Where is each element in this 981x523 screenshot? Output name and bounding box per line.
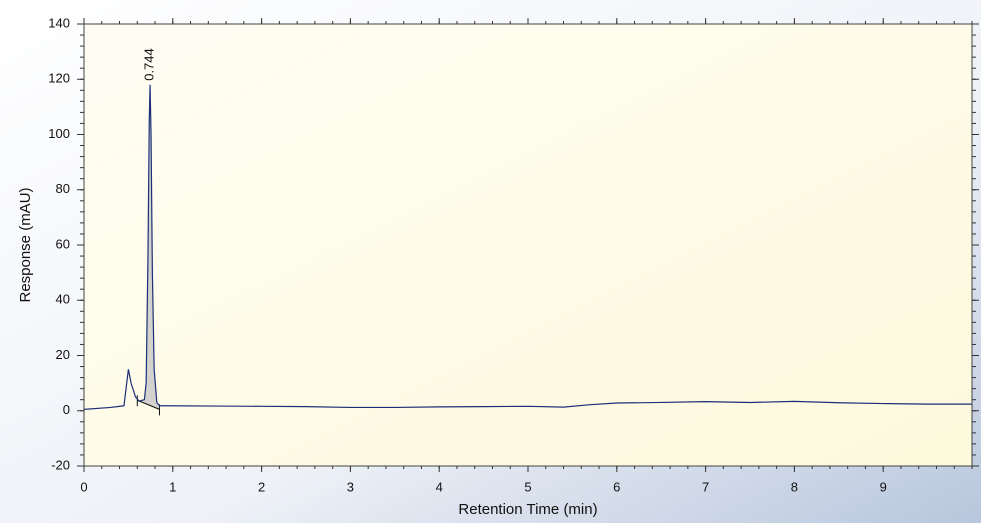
- y-tick-label: 140: [48, 15, 70, 30]
- x-tick-label: 0: [80, 479, 87, 494]
- y-tick-label: 40: [56, 292, 70, 307]
- y-tick-label: 0: [63, 402, 70, 417]
- x-tick-label: 4: [436, 479, 443, 494]
- x-tick-label: 7: [702, 479, 709, 494]
- x-axis-label: Retention Time (min): [458, 501, 597, 518]
- y-tick-label: 60: [56, 236, 70, 251]
- y-axis-label: Response (mAU): [17, 187, 34, 302]
- y-tick-label: 100: [48, 126, 70, 141]
- series-line: [83, 84, 972, 410]
- x-tick-label: 6: [613, 479, 620, 494]
- y-tick-label: -20: [51, 457, 70, 472]
- peak-label: 0.744: [142, 48, 157, 81]
- x-tick-label: 8: [791, 479, 798, 494]
- y-tick-label: 80: [56, 181, 70, 196]
- x-tick-label: 5: [524, 479, 531, 494]
- y-tick-label: 20: [56, 347, 70, 362]
- integration-baseline: [137, 399, 160, 410]
- x-tick-label: 9: [880, 479, 887, 494]
- x-tick-label: 3: [347, 479, 354, 494]
- y-tick-label: 120: [48, 71, 70, 86]
- x-tick-label: 1: [169, 479, 176, 494]
- x-tick-label: 2: [258, 479, 265, 494]
- plot-area: [83, 23, 973, 467]
